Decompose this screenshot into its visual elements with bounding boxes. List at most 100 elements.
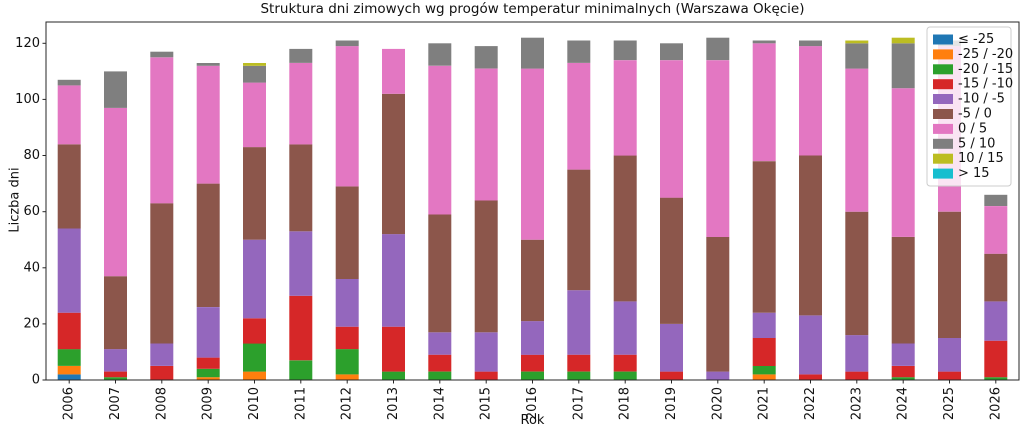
- y-tick-label: 100: [15, 92, 40, 107]
- y-tick-label: 80: [23, 148, 40, 163]
- bar-segment-2020-0-5: [706, 60, 730, 238]
- bar-segment-2009-n10-n5: [196, 307, 220, 358]
- bar-segment-2015-5-10: [474, 46, 498, 69]
- x-tick-label-2012: 2012: [340, 387, 355, 420]
- bar-segment-2013-0-5: [382, 48, 405, 94]
- bar-segment-2019-5-10: [660, 43, 683, 61]
- legend-swatch-n20-n15: [933, 64, 953, 75]
- bar-segment-2015-n10-n5: [474, 332, 498, 372]
- bar-segment-2007-n15-n10: [104, 371, 127, 378]
- legend-label-le-25: ≤ -25: [958, 32, 994, 47]
- bar-segment-2010-n25-n20: [243, 371, 266, 380]
- bar-segment-2016-5-10: [521, 37, 544, 69]
- bar-segment-2012-n15-n10: [335, 326, 359, 350]
- legend-swatch-n10-n5: [933, 94, 953, 104]
- bar-segment-2012-n25-n20: [335, 374, 359, 380]
- bar-segment-2006-5-10: [57, 79, 81, 86]
- bar-segment-2022-n10-n5: [799, 315, 822, 375]
- bar-segment-2010-n5-0: [243, 147, 266, 240]
- bar-segment-2024-5-10: [891, 43, 915, 89]
- y-tick-label: 60: [23, 204, 40, 219]
- bar-segment-2013-n15-n10: [382, 326, 405, 372]
- bar-segment-2023-n15-n10: [845, 371, 869, 380]
- x-tick-label-2025: 2025: [942, 387, 957, 420]
- bar-segment-2008-0-5: [150, 57, 174, 204]
- bar-segment-2021-5-10: [752, 40, 776, 44]
- bar-segment-2018-n15-n10: [613, 354, 637, 372]
- x-tick-label-2013: 2013: [386, 387, 401, 420]
- bar-segment-2018-n10-n5: [613, 301, 637, 355]
- bar-segment-2023-0-5: [845, 68, 869, 212]
- bar-segment-2020-n10-n5: [706, 371, 730, 380]
- bar-segment-2013-n5-0: [382, 93, 405, 235]
- bar-segment-2016-n15-n10: [521, 354, 544, 372]
- bar-segment-2014-0-5: [428, 65, 452, 215]
- bar-segment-2007-n10-n5: [104, 349, 127, 372]
- x-tick-label-2026: 2026: [988, 387, 1003, 420]
- bar-segment-2008-n15-n10: [150, 366, 174, 380]
- bar-segment-2014-5-10: [428, 43, 452, 66]
- x-tick-label-2010: 2010: [247, 387, 262, 420]
- bar-segment-2016-n5-0: [521, 239, 544, 322]
- bar-segment-2014-n5-0: [428, 214, 452, 333]
- bar-segment-2021-0-5: [752, 43, 776, 162]
- bar-segment-2013-n10-n5: [382, 234, 405, 327]
- bar-segment-2009-n5-0: [196, 183, 220, 307]
- bar-segment-2026-n5-0: [984, 253, 1008, 302]
- legend-swatch-n5-0: [933, 109, 953, 119]
- chart-title: Struktura dni zimowych wg progów tempera…: [260, 1, 805, 17]
- bar-segment-2024-n20-n15: [891, 377, 915, 380]
- bar-segment-2021-n15-n10: [752, 337, 776, 366]
- bar-segment-2009-0-5: [196, 65, 220, 184]
- bar-segment-2006-n25-n20: [57, 366, 81, 375]
- bar-segment-2012-0-5: [335, 46, 359, 187]
- bar-segment-2007-0-5: [104, 107, 127, 277]
- bar-segment-2006-n5-0: [57, 144, 81, 229]
- bar-segment-2009-n25-n20: [196, 377, 220, 380]
- legend-swatch-n15-n10: [933, 79, 953, 90]
- bar-segment-2016-n20-n15: [521, 371, 544, 380]
- x-tick-label-2006: 2006: [62, 387, 77, 420]
- bar-segment-2019-n5-0: [660, 197, 683, 324]
- bar-segment-2025-n15-n10: [938, 371, 961, 380]
- bar-segment-2014-n20-n15: [428, 371, 452, 380]
- y-tick-label: 0: [32, 373, 40, 388]
- bar-segment-2023-n5-0: [845, 211, 869, 336]
- bar-segment-2018-0-5: [613, 60, 637, 156]
- bar-segment-2024-10-15: [891, 37, 915, 44]
- legend-swatch-5-10: [933, 138, 953, 149]
- bar-segment-2014-n10-n5: [428, 332, 452, 355]
- bar-segment-2012-5-10: [335, 40, 359, 47]
- x-tick-label-2014: 2014: [432, 387, 447, 420]
- bar-segment-2023-5-10: [845, 43, 869, 69]
- bar-segment-2010-n15-n10: [243, 318, 266, 344]
- bar-segment-2019-n10-n5: [660, 323, 683, 372]
- legend-label-5-10: 5 / 10: [958, 136, 995, 151]
- y-tick-label: 20: [23, 316, 40, 331]
- y-tick-label: 40: [23, 260, 40, 275]
- bar-segment-2022-n5-0: [799, 155, 822, 316]
- x-tick-label-2020: 2020: [710, 387, 725, 420]
- bar-segment-2018-n5-0: [613, 155, 637, 302]
- bar-segment-2006-0-5: [57, 85, 81, 145]
- bar-segment-2007-5-10: [104, 71, 127, 108]
- bar-segment-2016-0-5: [521, 68, 544, 240]
- bar-segment-2009-n15-n10: [196, 357, 220, 369]
- bar-segment-2012-n10-n5: [335, 279, 359, 327]
- legend-label-n10-n5: -10 / -5: [958, 92, 1005, 107]
- bar-segment-2017-n20-n15: [567, 371, 591, 380]
- bar-segment-2021-n10-n5: [752, 312, 776, 338]
- x-tick-label-2009: 2009: [201, 387, 216, 420]
- legend-swatch-le-25: [933, 34, 953, 45]
- x-axis-label: Rok: [520, 413, 545, 428]
- x-tick-label-2023: 2023: [849, 387, 864, 420]
- x-tick-label-2016: 2016: [525, 387, 540, 420]
- bar-segment-2008-n10-n5: [150, 343, 174, 366]
- bar-segment-2008-5-10: [150, 51, 174, 58]
- bar-segment-2015-n5-0: [474, 200, 498, 333]
- bar-segment-2011-n20-n15: [289, 360, 313, 380]
- bar-segment-2010-n20-n15: [243, 343, 266, 372]
- bar-segment-2011-n5-0: [289, 144, 313, 232]
- legend-label-n25-n20: -25 / -20: [958, 47, 1013, 62]
